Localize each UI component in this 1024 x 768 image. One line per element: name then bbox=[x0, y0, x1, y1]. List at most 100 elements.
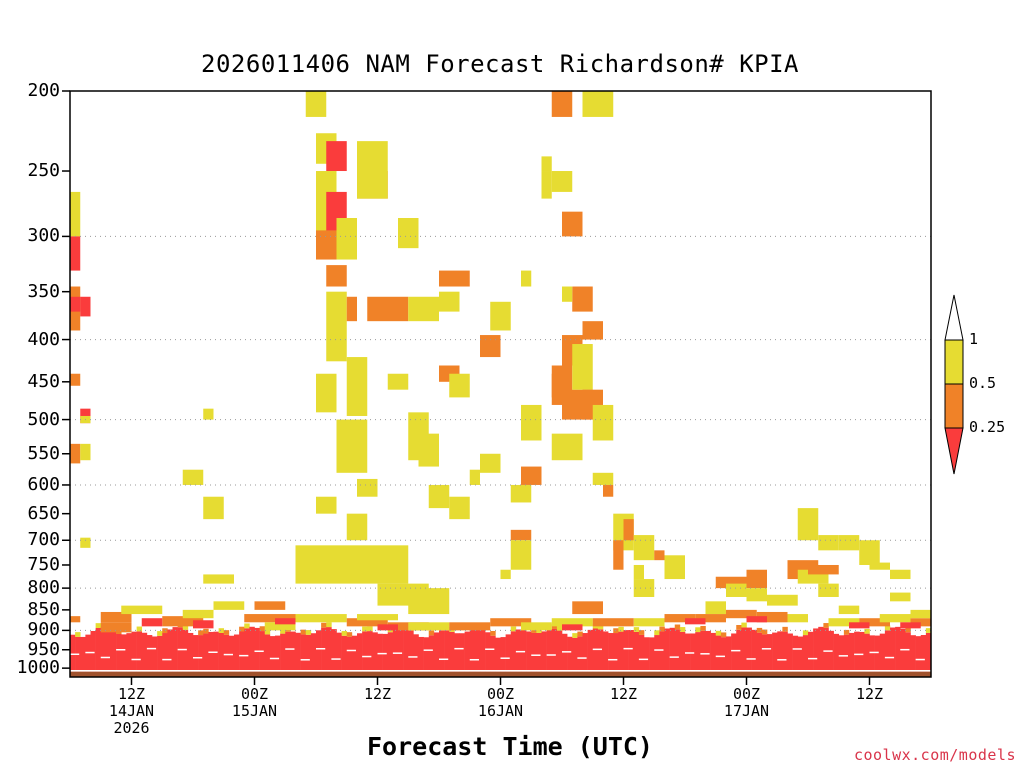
ri-band-cell bbox=[444, 630, 450, 672]
ri-band-streak bbox=[454, 647, 464, 650]
ri-cell bbox=[664, 555, 685, 580]
ri-band-cell bbox=[638, 634, 645, 672]
y-tick-label: 700 bbox=[27, 529, 60, 551]
ri-band-cell bbox=[679, 631, 686, 672]
ri-cell bbox=[572, 286, 593, 312]
ri-band-cell bbox=[459, 633, 465, 672]
ri-band-cell bbox=[305, 630, 312, 635]
ri-band-streak bbox=[838, 655, 848, 657]
ri-band-cell bbox=[428, 630, 435, 636]
ri-band-cell bbox=[567, 636, 573, 672]
ri-band-cell bbox=[146, 635, 153, 672]
ri-band-streak bbox=[823, 650, 833, 652]
ri-band-cell bbox=[357, 633, 363, 672]
ri-band-cell bbox=[362, 631, 368, 672]
ri-band-cell bbox=[382, 633, 389, 672]
ri-band-cell bbox=[449, 631, 455, 672]
legend-label: 0.25 bbox=[969, 418, 1006, 436]
ri-cell bbox=[767, 594, 798, 606]
ri-cell bbox=[80, 443, 91, 461]
ri-cell bbox=[316, 496, 337, 514]
ri-cell bbox=[162, 616, 204, 627]
y-tick-label: 950 bbox=[27, 638, 60, 660]
ri-band-cell bbox=[597, 629, 604, 672]
ri-cell bbox=[551, 433, 583, 461]
ri-cell bbox=[408, 588, 450, 615]
ri-cell bbox=[418, 433, 439, 467]
ri-band-cell bbox=[515, 629, 522, 672]
ri-cell bbox=[910, 618, 931, 627]
ri-band-cell bbox=[541, 631, 547, 672]
ri-band-streak bbox=[331, 658, 341, 660]
ri-cell bbox=[541, 171, 552, 199]
ri-band-cell bbox=[162, 633, 168, 672]
y-tick-label: 250 bbox=[27, 160, 60, 182]
ri-cell bbox=[336, 218, 357, 260]
legend-swatch-yellow bbox=[944, 339, 964, 385]
ri-cell bbox=[572, 344, 593, 390]
ri-band-cell bbox=[464, 631, 471, 672]
ri-band-streak bbox=[392, 652, 403, 654]
ri-cell bbox=[387, 373, 409, 390]
ri-band-cell bbox=[418, 636, 424, 672]
ri-band-cell bbox=[659, 631, 665, 672]
ri-cell bbox=[592, 618, 634, 627]
ri-cell bbox=[551, 373, 562, 398]
ri-cell bbox=[746, 616, 767, 623]
x-tick-label: 12Z bbox=[855, 685, 884, 703]
ri-band-cell bbox=[367, 626, 373, 632]
ri-cell bbox=[490, 301, 511, 331]
ri-band-cell bbox=[751, 629, 758, 672]
ri-band-cell bbox=[105, 628, 112, 672]
ri-band-cell bbox=[182, 629, 189, 672]
ri-cell bbox=[633, 564, 644, 580]
ri-band-cell bbox=[403, 627, 409, 672]
ri-band-cell bbox=[654, 635, 660, 672]
ri-band-cell bbox=[905, 627, 911, 633]
ri-cell bbox=[521, 270, 532, 287]
ri-band-cell bbox=[823, 627, 829, 672]
ri-cell bbox=[787, 614, 808, 623]
y-tick-label: 350 bbox=[27, 280, 60, 302]
ri-band-cell bbox=[203, 628, 209, 634]
ri-band-cell bbox=[141, 632, 148, 672]
ri-cell bbox=[326, 265, 347, 287]
ri-band-cell bbox=[864, 633, 870, 672]
ri-cell bbox=[551, 171, 573, 192]
ri-band-cell bbox=[326, 627, 332, 672]
ri-band-cell bbox=[172, 627, 178, 672]
ri-band-cell bbox=[264, 629, 271, 635]
ri-band-cell bbox=[223, 630, 230, 635]
ri-cell bbox=[480, 453, 501, 473]
ri-band-cell bbox=[218, 632, 225, 672]
ri-band-cell bbox=[854, 631, 860, 672]
ri-cell bbox=[695, 614, 726, 623]
ri-cell bbox=[633, 618, 665, 627]
ri-cell bbox=[346, 296, 357, 322]
y-tick-label: 600 bbox=[27, 473, 60, 495]
ri-band-cell bbox=[280, 628, 286, 634]
ri-band-cell bbox=[536, 628, 542, 633]
ri-cell bbox=[746, 569, 767, 589]
ri-band-cell bbox=[736, 624, 742, 630]
ri-cell bbox=[890, 569, 911, 580]
ri-band-streak bbox=[731, 649, 741, 652]
ri-band-cell bbox=[244, 628, 250, 672]
ri-cell bbox=[592, 472, 614, 485]
ri-band-cell bbox=[659, 626, 665, 632]
ri-band-cell bbox=[387, 632, 394, 672]
ri-band-cell bbox=[582, 633, 588, 672]
ri-band-cell bbox=[244, 623, 250, 629]
credit-link[interactable]: coolwx.com/models bbox=[853, 746, 1016, 764]
ri-band-cell bbox=[285, 631, 291, 672]
ri-cell bbox=[203, 496, 224, 520]
ri-band-cell bbox=[726, 636, 732, 672]
ri-cell bbox=[70, 443, 81, 464]
ri-cell bbox=[818, 583, 839, 597]
ri-band-cell bbox=[218, 628, 225, 633]
ri-cell bbox=[562, 286, 573, 302]
ri-band-streak bbox=[408, 656, 418, 658]
ri-band-streak bbox=[761, 648, 772, 650]
ri-cell bbox=[623, 519, 634, 541]
ri-cell bbox=[439, 270, 470, 287]
